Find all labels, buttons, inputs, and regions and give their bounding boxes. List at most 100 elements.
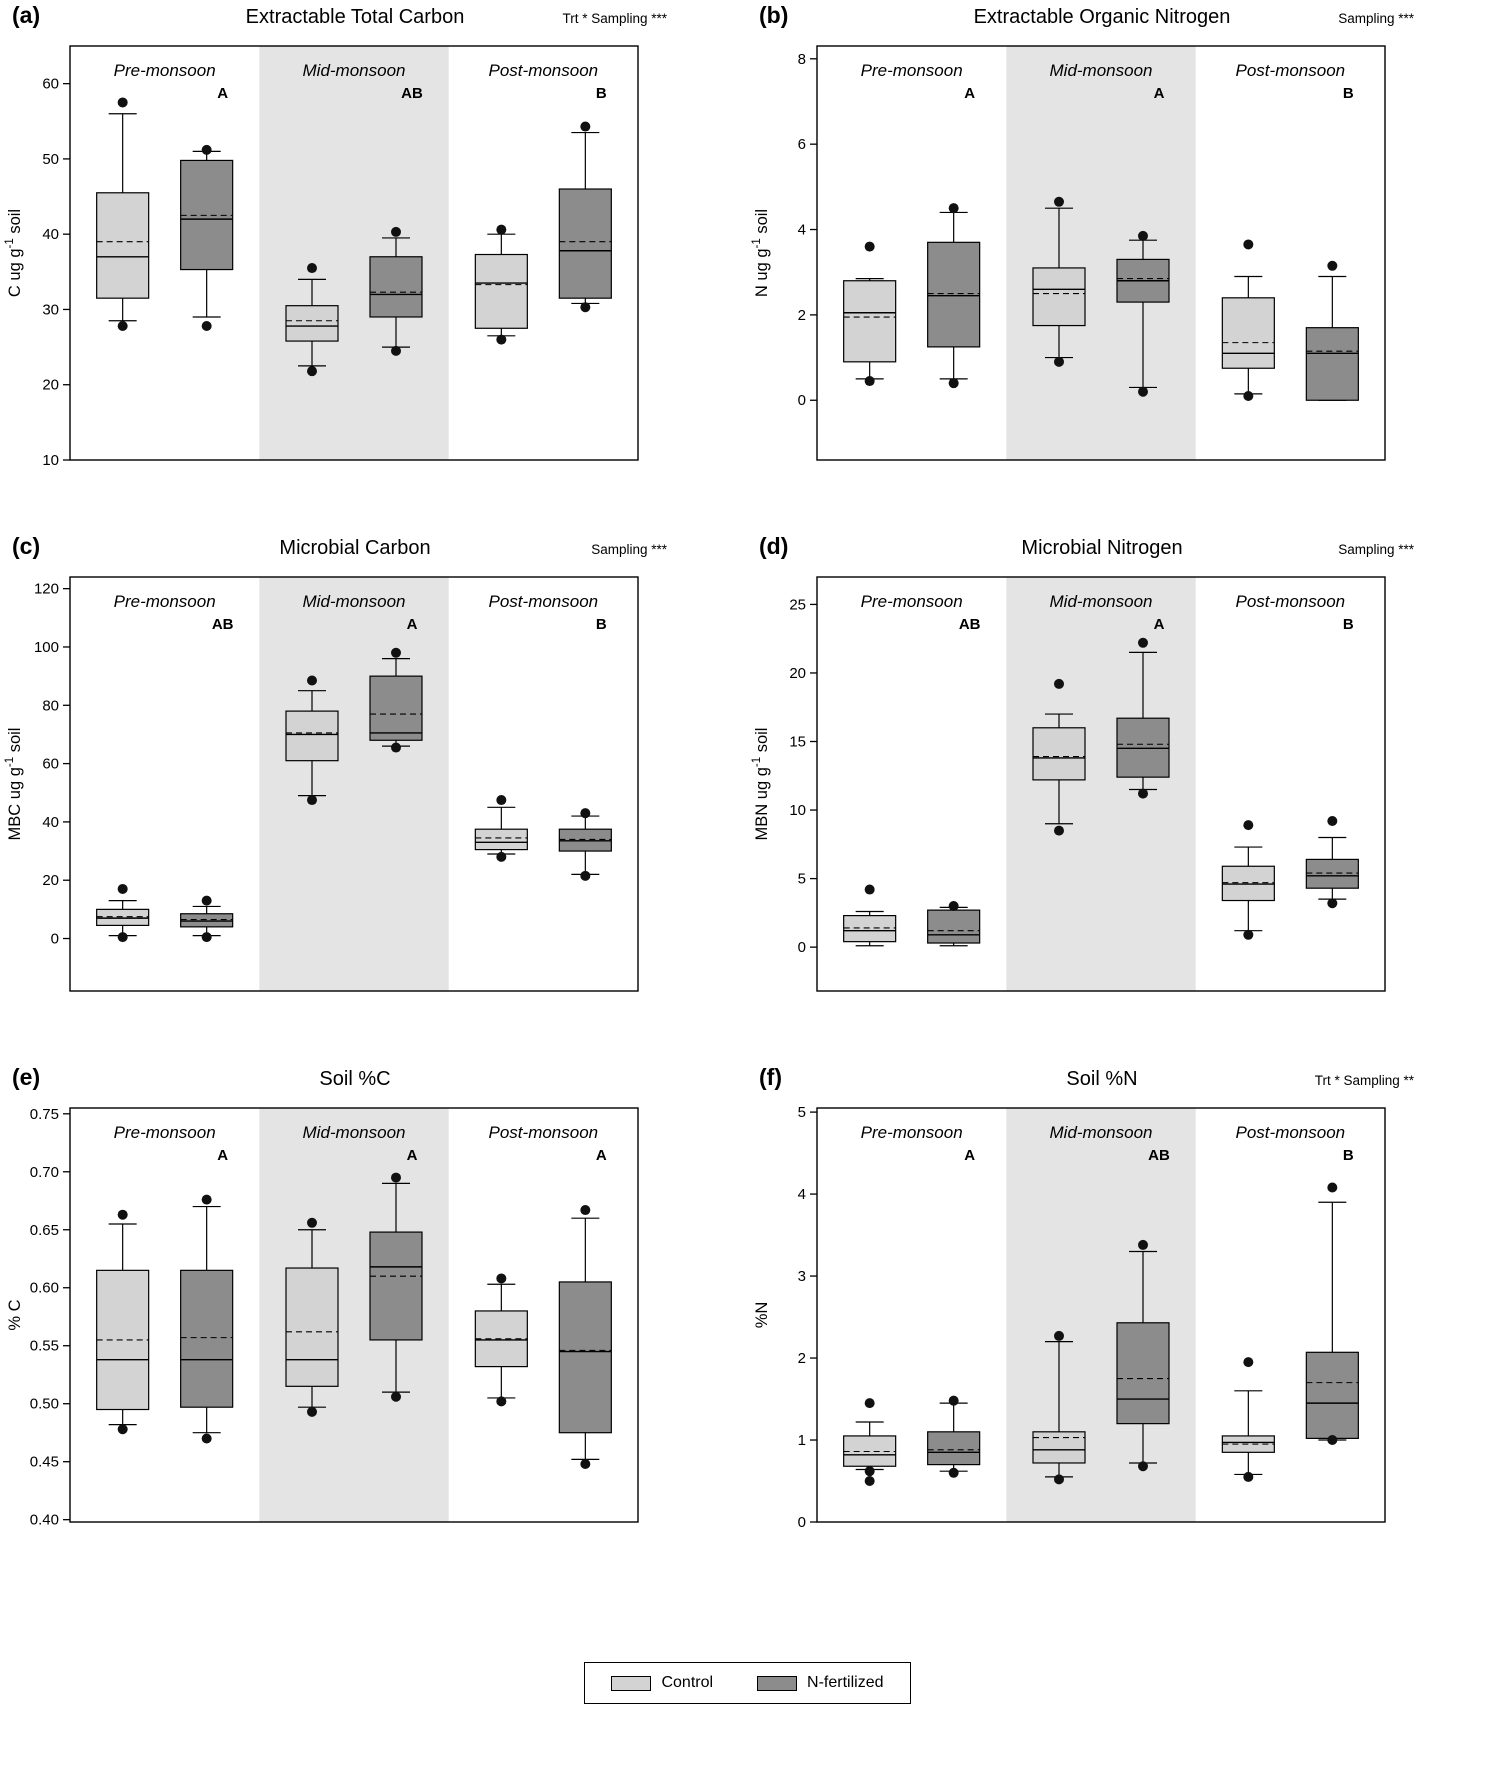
significance-letter: A [217, 85, 228, 102]
outlier-point [201, 1433, 212, 1444]
box-nfertilized-season-2 [1305, 816, 1359, 909]
iqr-box [285, 1267, 339, 1387]
y-tick-label: 2 [798, 1350, 806, 1367]
season-label: Pre-monsoon [114, 592, 216, 611]
outlier-point [1243, 929, 1254, 940]
outlier-point [1138, 386, 1148, 397]
outlier-point [117, 883, 128, 894]
season-label: Post-monsoon [489, 592, 599, 611]
outlier-point [391, 742, 401, 753]
panel-a: 10 20 30 40 50 60 C ug g-1 soil Pre-monsoon A Mid… [0, 0, 747, 531]
outlier-point [117, 1424, 128, 1435]
season-label: Mid-monsoon [1050, 592, 1153, 611]
y-tick-label: 0.45 [30, 1454, 59, 1471]
legend-swatch-nfertilized [757, 1675, 798, 1691]
y-tick-label: 25 [789, 596, 806, 613]
season-label: Post-monsoon [489, 1123, 599, 1142]
outlier-point [864, 1466, 875, 1477]
y-tick-label: 0 [798, 1514, 806, 1531]
y-tick-label: 4 [798, 222, 806, 239]
panel-e: 0.40 0.45 0.50 0.55 0.60 0.65 0.70 0.75 % C Pre-m… [0, 1062, 747, 1593]
outlier-point [1138, 1239, 1148, 1250]
plot-border [69, 1107, 639, 1523]
significance-letter: AB [959, 616, 981, 633]
y-tick-label: 40 [42, 814, 59, 831]
outlier-point [1243, 1471, 1254, 1482]
box-nfertilized-season-1 [369, 1172, 423, 1402]
box-control-season-1 [1032, 1330, 1086, 1485]
season-label: Pre-monsoon [861, 1123, 963, 1142]
mid-monsoon-shading [1006, 46, 1196, 460]
outlier-point [117, 321, 128, 332]
iqr-box [474, 253, 528, 329]
outlier-point [1138, 637, 1148, 648]
box-nfertilized-season-0 [180, 144, 234, 332]
outlier-point [307, 1406, 317, 1417]
outlier-point [391, 647, 401, 658]
boxplot-canvas-c: 0 20 40 60 80 100 120 MBC ug g-1 soil Pre-monsoo… [4, 576, 639, 992]
outlier-point [117, 1209, 128, 1220]
iqr-box [1305, 858, 1359, 889]
outlier-point [864, 884, 875, 895]
significance-letter: B [596, 616, 607, 633]
legend-item-nfertilized: N-fertilized [757, 1674, 884, 1692]
outlier-point [496, 224, 507, 235]
y-axis-title: MBC ug g-1 soil [4, 728, 24, 841]
y-tick-label: 60 [42, 76, 59, 93]
outlier-point [391, 1172, 401, 1183]
iqr-box [558, 188, 612, 299]
outlier-point [391, 1391, 401, 1402]
iqr-box [843, 915, 897, 943]
y-tick-label: 50 [42, 151, 59, 168]
outlier-point [1138, 230, 1148, 241]
outlier-point [580, 808, 591, 819]
outlier-point [1138, 1461, 1148, 1472]
box-control-season-1 [285, 1217, 339, 1417]
significance-letter: A [217, 1147, 228, 1164]
outlier-point [201, 895, 212, 906]
y-tick-label: 3 [798, 1268, 806, 1285]
box-nfertilized-season-0 [180, 895, 234, 943]
iqr-box [474, 828, 528, 851]
y-tick-label: 0.50 [30, 1396, 59, 1413]
significance-letter: A [1154, 85, 1165, 102]
y-tick-label: 4 [798, 1186, 806, 1203]
outlier-point [1054, 1330, 1064, 1341]
iqr-box [369, 1231, 423, 1341]
box-nfertilized-season-1 [1116, 1239, 1170, 1472]
box-control-season-1 [285, 263, 339, 377]
box-control-season-1 [285, 675, 339, 806]
y-axis-title: C ug g-1 soil [4, 209, 24, 297]
outlier-point [1327, 1182, 1338, 1193]
outlier-point [496, 1273, 507, 1284]
iqr-box [558, 828, 612, 852]
season-label: Pre-monsoon [114, 1123, 216, 1142]
y-tick-label: 80 [42, 697, 59, 714]
y-tick-label: 1 [798, 1432, 806, 1449]
significance-letter: A [964, 1147, 975, 1164]
y-tick-label: 6 [798, 136, 806, 153]
iqr-box [285, 305, 339, 342]
season-label: Mid-monsoon [303, 61, 406, 80]
y-tick-label: 10 [789, 802, 806, 819]
mid-monsoon-shading [259, 46, 449, 460]
box-control-season-0 [96, 1209, 150, 1435]
y-tick-label: 0 [798, 392, 806, 409]
iqr-box [1305, 1351, 1359, 1439]
outlier-point [117, 97, 128, 108]
box-control-season-0 [843, 884, 897, 947]
panel-c: 0 20 40 60 80 100 120 MBC ug g-1 soil Pre-monsoo… [0, 531, 747, 1062]
plot-border [816, 576, 1386, 992]
significance-letter: A [407, 616, 418, 633]
mid-monsoon-shading [1006, 577, 1196, 991]
outlier-point [117, 932, 128, 943]
box-control-season-0 [96, 883, 150, 943]
outlier-point [391, 226, 401, 237]
outlier-point [496, 1396, 507, 1407]
season-label: Pre-monsoon [114, 61, 216, 80]
outlier-point [1054, 678, 1064, 689]
y-axis-title: MBN ug g-1 soil [751, 728, 771, 841]
outlier-point [201, 321, 212, 332]
iqr-box [558, 1281, 612, 1434]
